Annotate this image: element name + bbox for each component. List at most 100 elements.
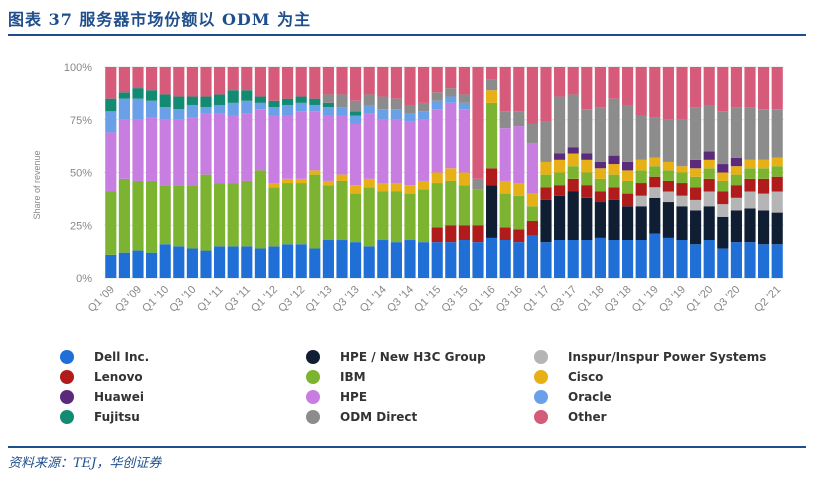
bar-segment-other (703, 67, 715, 105)
bar-segment-fujitsu (227, 90, 239, 103)
bar-segment-ibm (118, 178, 130, 253)
bar-segment-other (730, 67, 742, 108)
bar-segment-hpe (268, 115, 280, 184)
chart-legend: Dell Inc. HPE / New H3C Group Inspur/Inspu… (60, 350, 800, 434)
bar-segment-other (200, 67, 212, 97)
bar-segment-dell-inc- (282, 244, 294, 278)
bar-segment-ibm (214, 183, 226, 247)
bar-segment-hpe-new-h3c-group (635, 206, 647, 241)
bar-segment-ibm (486, 102, 498, 169)
bar-segment-hpe-new-h3c-group (581, 197, 593, 241)
bar-segment-dell-inc- (554, 240, 566, 278)
bar-segment-oracle (363, 104, 375, 114)
bar-segment-hpe-new-h3c-group (608, 199, 620, 241)
bar-segment-odm-direct (622, 104, 634, 162)
bar-segment-hpe (132, 119, 144, 181)
bar-segment-odm-direct (649, 117, 661, 158)
x-tick-label: Q3 '11 (222, 284, 253, 315)
bar-segment-dell-inc- (227, 246, 239, 278)
bar-segment-other (499, 67, 511, 112)
bar-segment-dell-inc- (418, 242, 430, 278)
legend-item: Inspur/Inspur Power Systems (534, 350, 766, 364)
bar-segment-hpe (186, 117, 198, 186)
bar-segment-lenovo (431, 227, 443, 243)
bar-segment-ibm (703, 168, 715, 179)
bar-segment-odm-direct (730, 107, 742, 158)
bar-segment-ibm (499, 193, 511, 228)
bar-segment-ibm (404, 193, 416, 241)
bar-segment-hpe-new-h3c-group (758, 210, 770, 245)
bar-segment-cisco (744, 159, 756, 169)
bar-segment-dell-inc- (159, 244, 171, 278)
bar-segment-cisco (268, 183, 280, 188)
x-tick-label: Q1 '17 (521, 284, 552, 315)
bar-segment-other (486, 67, 498, 80)
bar-segment-cisco (486, 90, 498, 103)
bar-segment-cisco (771, 157, 783, 167)
bar-segment-other (268, 67, 280, 101)
bar-segment-hpe (254, 109, 266, 171)
bar-segment-other (717, 67, 729, 112)
bar-segment-other (649, 67, 661, 118)
bar-segment-cisco (377, 183, 389, 192)
x-tick-label: Q1 '15 (412, 284, 443, 315)
bar-segment-dell-inc- (390, 242, 402, 278)
bar-segment-hpe (404, 121, 416, 186)
y-tick-label: 25% (70, 220, 92, 232)
bar-segment-odm-direct (486, 79, 498, 91)
bar-segment-other (554, 67, 566, 97)
bar-segment-ibm (159, 185, 171, 245)
bar-segment-odm-direct (594, 107, 606, 162)
legend-item: Other (534, 410, 607, 424)
bar-segment-lenovo (635, 183, 647, 196)
bar-segment-odm-direct (758, 109, 770, 160)
bar-segment-hpe-new-h3c-group (690, 210, 702, 245)
legend-swatch (534, 390, 548, 404)
legend-item: Oracle (534, 390, 612, 404)
bar-segment-other (608, 67, 620, 99)
bar-segment-hpe (526, 142, 538, 194)
bar-segment-cisco (390, 183, 402, 192)
bar-segment-dell-inc- (703, 240, 715, 278)
bar-segment-lenovo (717, 191, 729, 205)
bar-segment-ibm (227, 183, 239, 247)
bar-segment-odm-direct (363, 94, 375, 105)
bar-segment-oracle (268, 107, 280, 116)
bar-segment-lenovo (662, 180, 674, 192)
legend-swatch (60, 350, 74, 364)
bar-segment-ibm (758, 168, 770, 179)
legend-label: Lenovo (94, 370, 143, 384)
y-axis-label: Share of revenue (32, 150, 42, 219)
bar-segment-hpe (118, 119, 130, 179)
bar-segment-hpe (214, 113, 226, 184)
bar-segment-cisco (622, 170, 634, 181)
legend-item: Fujitsu (60, 410, 140, 424)
legend-label: Dell Inc. (94, 350, 150, 364)
bar-segment-lenovo (581, 185, 593, 198)
bar-segment-hpe (227, 115, 239, 184)
bar-segment-ibm (540, 174, 552, 188)
bar-segment-ibm (581, 172, 593, 186)
bar-segment-hpe-new-h3c-group (717, 216, 729, 249)
bar-segment-cisco (513, 183, 525, 196)
bar-segment-other (758, 67, 770, 110)
legend-swatch (306, 410, 320, 424)
y-tick-label: 0% (76, 273, 92, 285)
bar-segment-oracle (173, 109, 185, 120)
bar-segment-cisco (404, 185, 416, 194)
bar-segment-other (322, 67, 334, 95)
legend-swatch (306, 390, 320, 404)
bar-segment-other (159, 67, 171, 95)
bar-segment-other (472, 67, 484, 179)
legend-label: IBM (340, 370, 366, 384)
legend-label: Oracle (568, 390, 612, 404)
bar-segment-oracle (322, 107, 334, 116)
bar-segment-ibm (458, 185, 470, 226)
bar-segment-hpe (418, 119, 430, 181)
bar-segment-cisco (690, 168, 702, 177)
bar-segment-cisco (445, 168, 457, 181)
bar-segment-hpe (282, 115, 294, 179)
bar-segment-cisco (350, 185, 362, 194)
bar-segment-cisco (554, 159, 566, 173)
bar-segment-other (622, 67, 634, 105)
